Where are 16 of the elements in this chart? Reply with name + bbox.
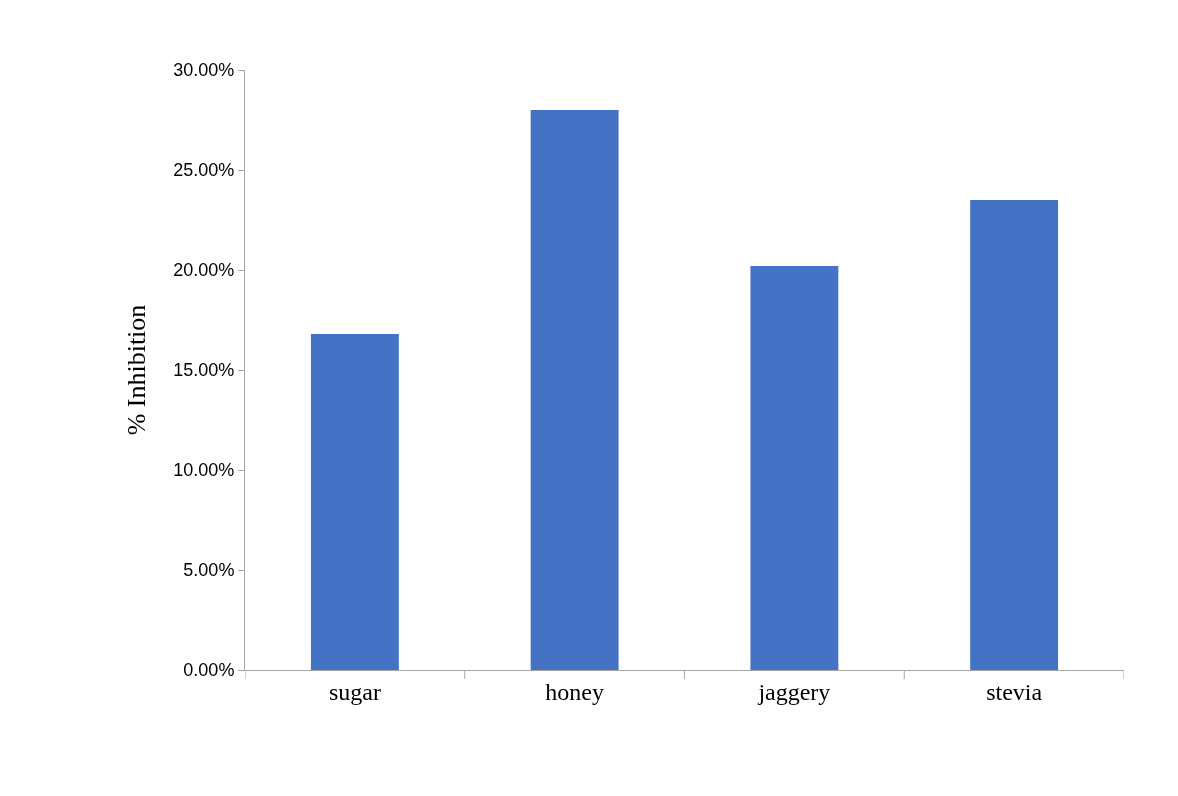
bar — [310, 334, 399, 670]
y-tick-label: 0.00% — [183, 660, 235, 681]
y-tick-label: 25.00% — [173, 160, 235, 181]
y-tick-label: 10.00% — [173, 460, 235, 481]
x-tick-label: sugar — [328, 678, 381, 705]
x-tick-label: jaggery — [757, 678, 831, 705]
y-axis-title: % Inhibition — [121, 304, 151, 436]
bar — [970, 200, 1059, 670]
y-tick-label: 15.00% — [173, 360, 235, 381]
x-tick-label: stevia — [986, 678, 1043, 705]
y-tick-label: 5.00% — [183, 560, 235, 581]
bar — [750, 266, 839, 670]
y-tick-label: 20.00% — [173, 260, 235, 281]
bar — [530, 110, 619, 670]
y-tick-label: 30.00% — [173, 60, 235, 81]
x-tick-label: honey — [545, 678, 604, 705]
